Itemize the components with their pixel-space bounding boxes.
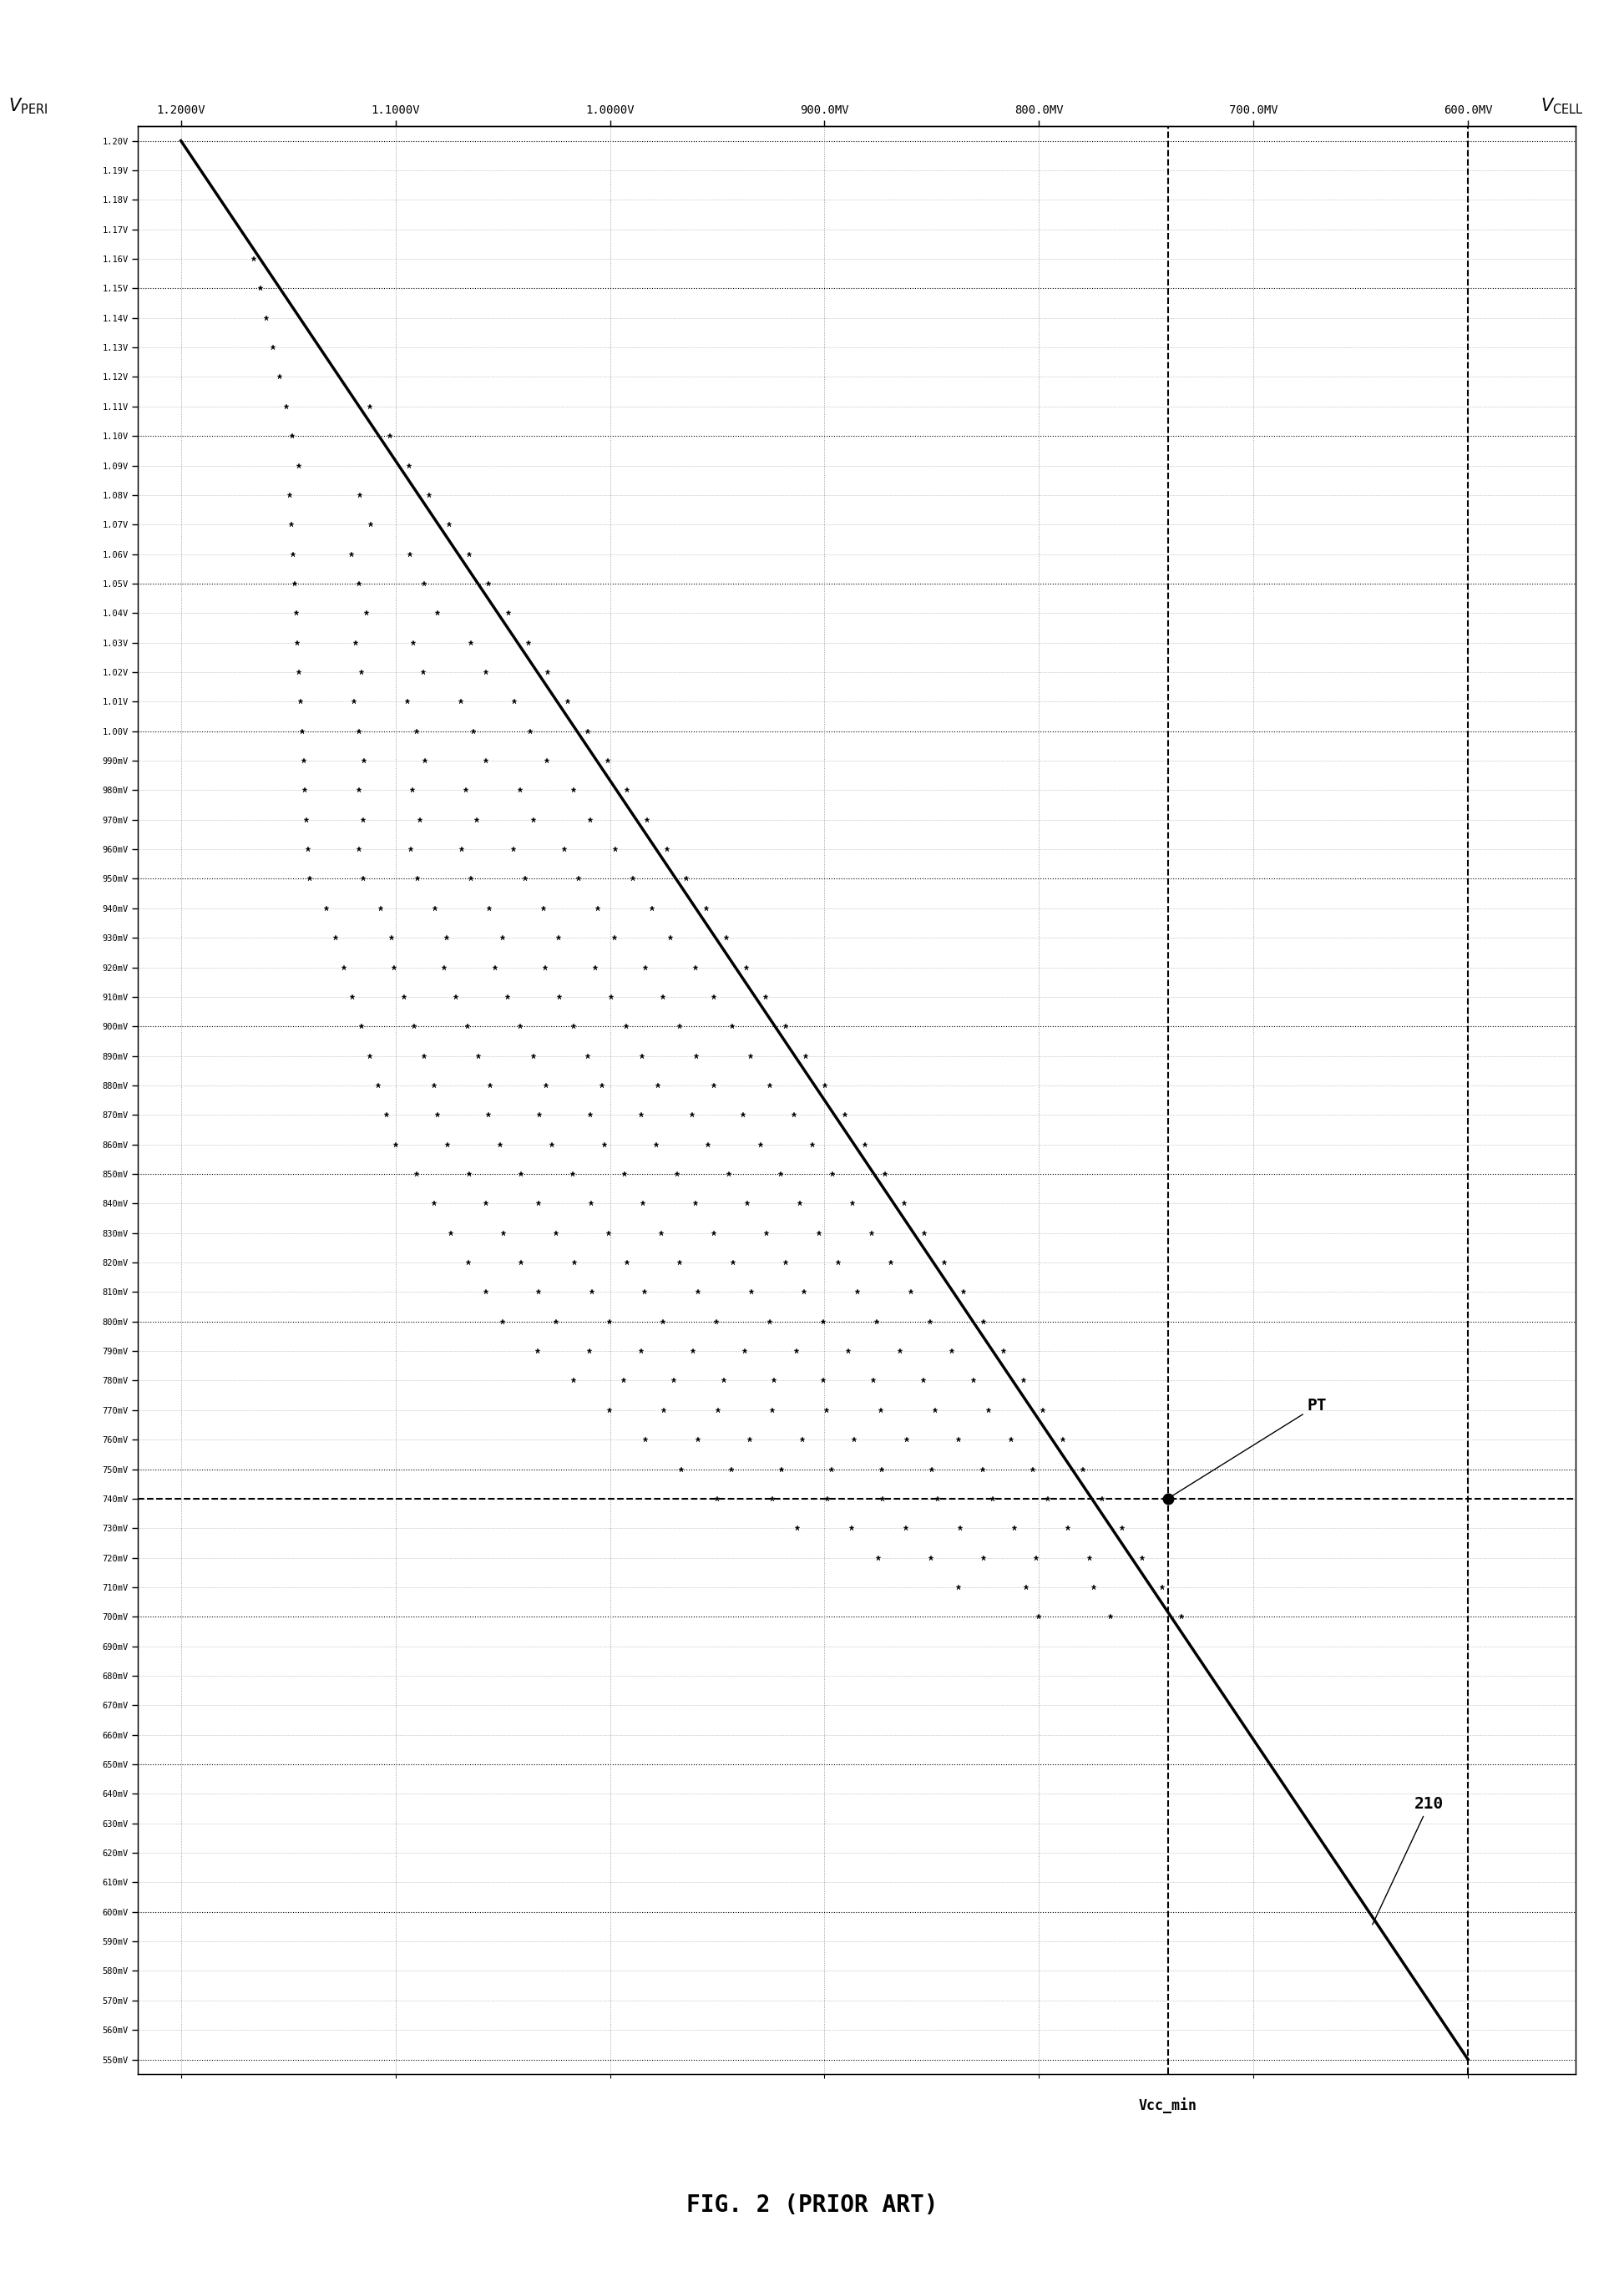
Text: $V_{\rm PERI}$: $V_{\rm PERI}$ <box>8 96 47 117</box>
Text: FIG. 2 (PRIOR ART): FIG. 2 (PRIOR ART) <box>685 2193 939 2216</box>
Text: PT: PT <box>1169 1398 1327 1497</box>
Text: Vcc_min: Vcc_min <box>1138 2097 1197 2113</box>
Text: 210: 210 <box>1372 1797 1444 1925</box>
Text: $V_{\rm CELL}$: $V_{\rm CELL}$ <box>1540 96 1583 117</box>
